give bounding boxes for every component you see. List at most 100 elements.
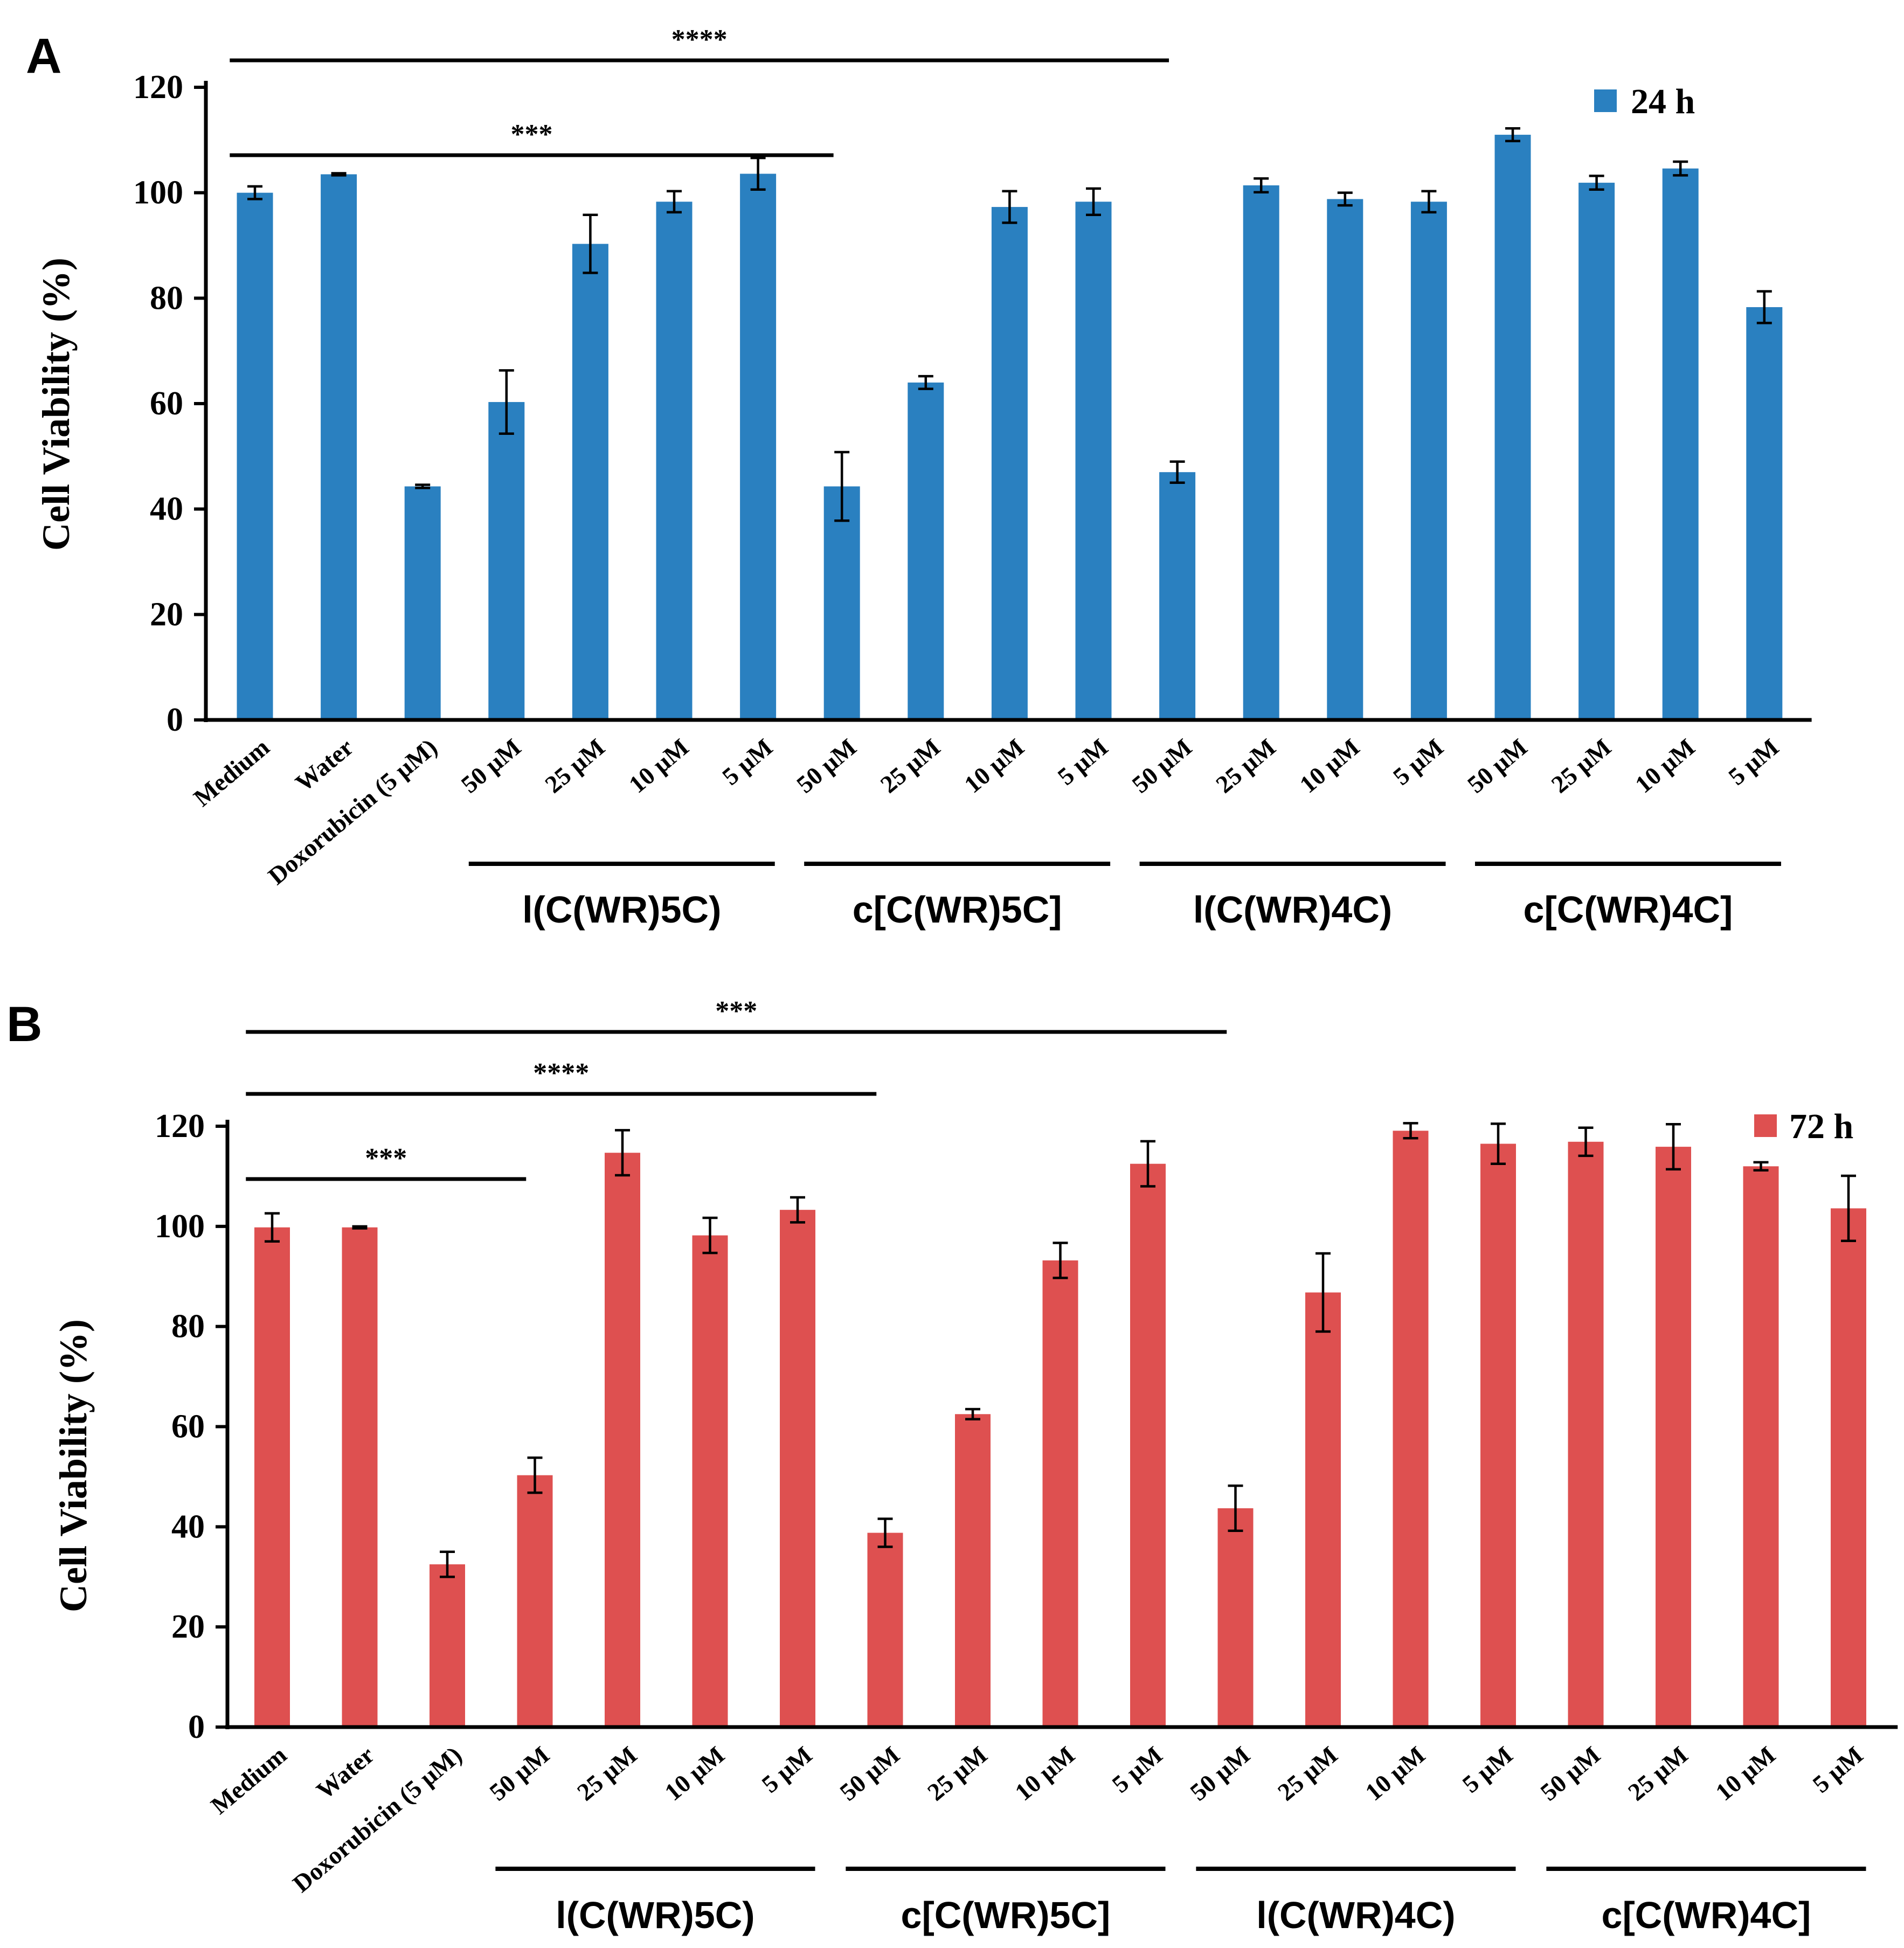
y-tick-label: 20 bbox=[171, 1609, 205, 1645]
bar bbox=[1743, 1166, 1779, 1727]
significance-label: **** bbox=[671, 24, 728, 55]
x-tick-label: 50 µM bbox=[1462, 733, 1532, 799]
panel-letter: B bbox=[6, 997, 42, 1052]
bar bbox=[1243, 185, 1279, 720]
significance-label: *** bbox=[365, 1143, 407, 1174]
bar bbox=[1159, 472, 1196, 720]
group-label: c[C(WR)4C] bbox=[1602, 1894, 1811, 1936]
bar bbox=[1656, 1147, 1691, 1727]
x-tick-label: 25 µM bbox=[1546, 733, 1616, 799]
bar bbox=[254, 1227, 290, 1727]
bar bbox=[1393, 1131, 1429, 1727]
bar bbox=[1746, 307, 1783, 720]
bar bbox=[823, 486, 860, 720]
x-tick-label: 5 µM bbox=[1053, 733, 1113, 791]
x-tick-label: 10 µM bbox=[1010, 1741, 1080, 1806]
group-label: c[C(WR)4C] bbox=[1524, 889, 1733, 931]
bar bbox=[1480, 1143, 1516, 1727]
y-tick-label: 100 bbox=[155, 1208, 205, 1245]
bar bbox=[740, 174, 777, 720]
x-tick-label: 25 µM bbox=[1623, 1741, 1693, 1806]
legend-swatch bbox=[1594, 89, 1617, 112]
y-tick-label: 120 bbox=[155, 1108, 205, 1145]
panel-a-chart: A Cell Viability (%) 0 20 40 60 80 100 120 Medium… bbox=[26, 24, 1812, 931]
bar bbox=[955, 1414, 991, 1727]
x-tick-label: 5 µM bbox=[717, 733, 778, 791]
x-tick-label: 25 µM bbox=[1210, 733, 1280, 799]
bar bbox=[1410, 202, 1447, 720]
bar bbox=[656, 202, 693, 720]
bar bbox=[605, 1153, 640, 1727]
bar bbox=[488, 402, 525, 720]
bar bbox=[404, 486, 441, 720]
group-label: c[C(WR)5C] bbox=[901, 1894, 1111, 1936]
bar bbox=[1130, 1163, 1166, 1727]
panel-letter: A bbox=[26, 29, 61, 84]
group-label: l(C(WR)5C) bbox=[522, 889, 721, 931]
group-label: l(C(WR)4C) bbox=[1256, 1894, 1455, 1936]
panel-b-chart: B Cell Viability (%) 0 20 40 60 80 100 120 Medium… bbox=[6, 996, 1898, 1936]
significance-label: *** bbox=[510, 119, 552, 150]
bar bbox=[1494, 135, 1531, 720]
x-tick-label: 10 µM bbox=[1360, 1741, 1430, 1806]
y-tick-label: 80 bbox=[171, 1308, 205, 1345]
bar bbox=[1075, 202, 1112, 720]
x-tick-label: 10 µM bbox=[1294, 733, 1365, 799]
bar bbox=[1662, 168, 1699, 720]
x-tick-label: 50 µM bbox=[791, 733, 861, 799]
y-tick-label: 60 bbox=[171, 1409, 205, 1445]
x-tick-label: 5 µM bbox=[1808, 1741, 1868, 1798]
bar bbox=[572, 244, 608, 720]
x-tick-label: 25 µM bbox=[875, 733, 945, 799]
bar bbox=[908, 382, 944, 720]
x-tick-label: 25 µM bbox=[1272, 1741, 1342, 1806]
x-tick-label: 25 µM bbox=[539, 733, 610, 799]
x-tick-label: 25 µM bbox=[572, 1741, 642, 1806]
y-tick-label: 60 bbox=[150, 385, 183, 422]
bar bbox=[780, 1210, 815, 1727]
bar bbox=[1305, 1292, 1341, 1727]
group-label: c[C(WR)5C] bbox=[853, 889, 1062, 931]
x-tick-label: 50 µM bbox=[1127, 733, 1197, 799]
x-tick-label: 5 µM bbox=[1723, 733, 1784, 791]
x-tick-label: Doxorubicin (5 µM) bbox=[287, 1741, 467, 1898]
legend-label: 72 h bbox=[1789, 1107, 1853, 1146]
group-label: l(C(WR)4C) bbox=[1193, 889, 1392, 931]
x-tick-label: 10 µM bbox=[660, 1741, 730, 1806]
x-tick-label: 25 µM bbox=[922, 1741, 992, 1806]
x-tick-label: 50 µM bbox=[1535, 1741, 1605, 1806]
x-tick-label: 50 µM bbox=[456, 733, 526, 799]
bar bbox=[1042, 1260, 1078, 1727]
bar bbox=[321, 174, 357, 720]
x-tick-label: 50 µM bbox=[835, 1741, 905, 1806]
x-tick-label: 10 µM bbox=[959, 733, 1029, 799]
y-axis-label: Cell Viability (%) bbox=[34, 258, 78, 551]
x-tick-label: 5 µM bbox=[1107, 1741, 1168, 1798]
group-label: l(C(WR)5C) bbox=[556, 1894, 754, 1936]
bar bbox=[1327, 199, 1363, 720]
x-tick-label: 10 µM bbox=[624, 733, 694, 799]
x-tick-label: 50 µM bbox=[1185, 1741, 1255, 1806]
y-tick-label: 40 bbox=[150, 491, 183, 528]
y-tick-label: 0 bbox=[167, 702, 183, 738]
y-tick-label: 0 bbox=[188, 1709, 205, 1745]
bar bbox=[867, 1533, 903, 1727]
legend-swatch bbox=[1754, 1114, 1777, 1137]
bar bbox=[430, 1564, 465, 1727]
x-tick-label: 10 µM bbox=[1630, 733, 1700, 799]
bar bbox=[1568, 1141, 1604, 1727]
bar bbox=[1217, 1508, 1254, 1727]
y-axis-label: Cell Viability (%) bbox=[52, 1319, 95, 1612]
y-tick-label: 120 bbox=[133, 69, 183, 106]
significance-label: **** bbox=[533, 1058, 589, 1089]
bar bbox=[517, 1475, 553, 1727]
x-tick-label: 5 µM bbox=[757, 1741, 818, 1798]
x-tick-label: 50 µM bbox=[484, 1741, 555, 1806]
bar bbox=[237, 192, 273, 720]
x-tick-label: Medium bbox=[188, 733, 274, 812]
y-tick-label: 20 bbox=[150, 596, 183, 633]
legend-label: 24 h bbox=[1631, 82, 1695, 121]
y-tick-label: 80 bbox=[150, 280, 183, 316]
significance-label: *** bbox=[715, 996, 757, 1027]
